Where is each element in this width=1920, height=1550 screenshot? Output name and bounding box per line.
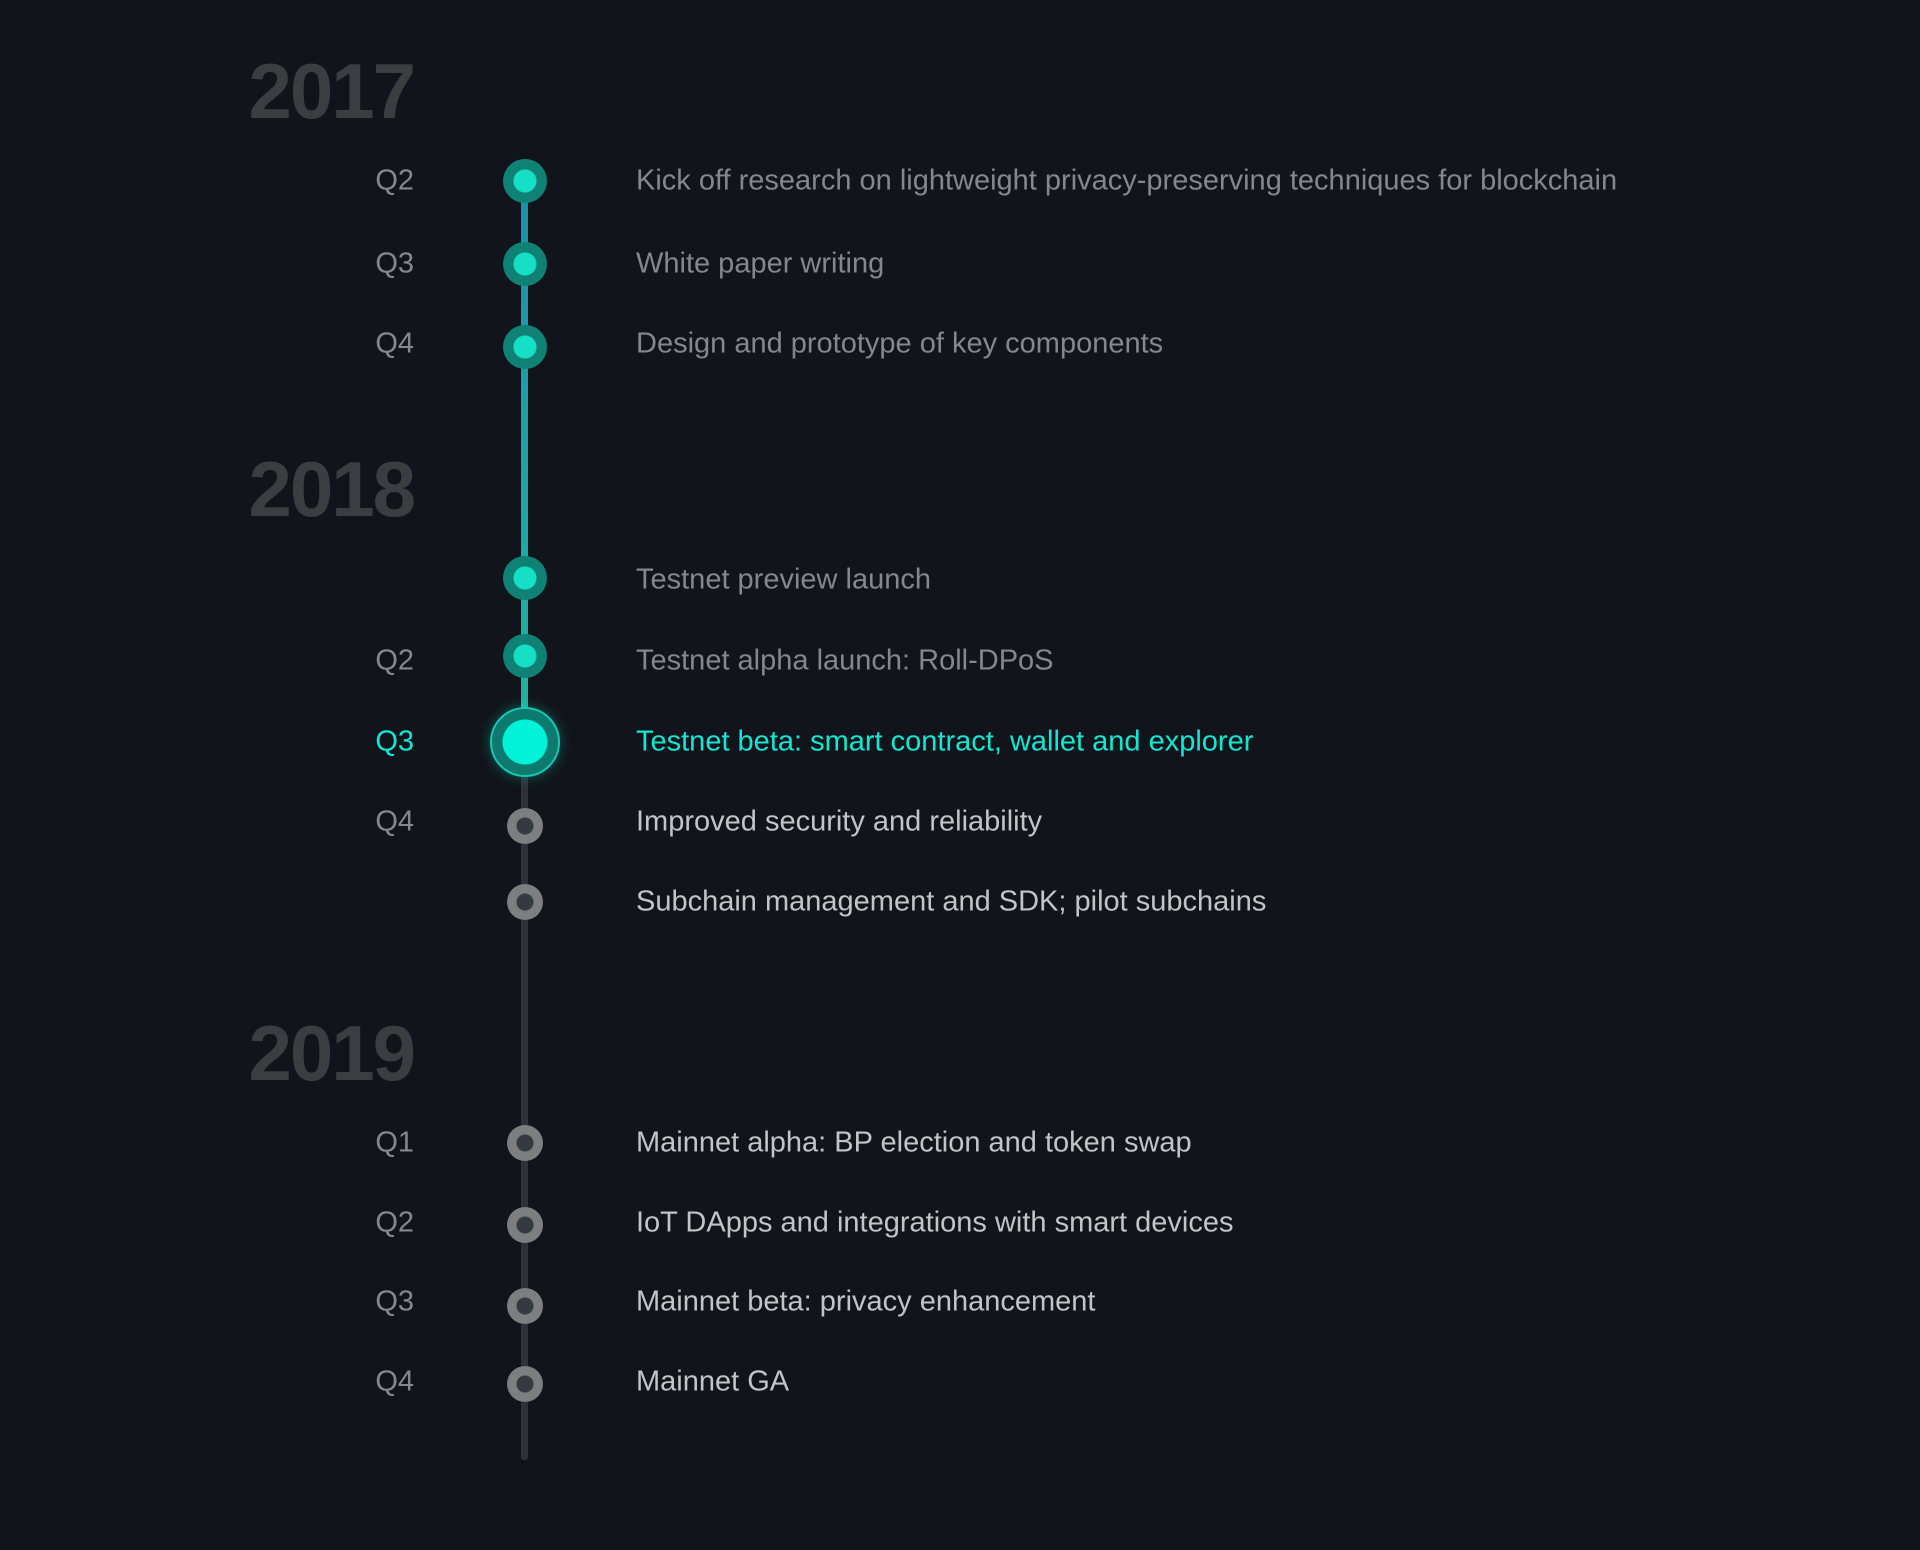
- milestone-dot: [506, 1207, 543, 1243]
- quarter-label: Q4: [375, 805, 414, 838]
- quarter-label: Q1: [375, 1126, 414, 1159]
- milestone-dot: [506, 808, 543, 844]
- milestone-label: Mainnet beta: privacy enhancement: [636, 1285, 1096, 1318]
- milestone-dot: [506, 1288, 543, 1324]
- milestone-dot: [506, 1125, 543, 1161]
- quarter-label: Q4: [375, 327, 414, 360]
- milestone-label: IoT DApps and integrations with smart de…: [636, 1206, 1234, 1239]
- milestone-label: Improved security and reliability: [636, 805, 1043, 838]
- quarter-label: Q2: [375, 1206, 414, 1239]
- milestone-dot: [506, 1366, 543, 1402]
- milestone-label: Testnet beta: smart contract, wallet and…: [636, 725, 1254, 758]
- quarter-label: Q3: [375, 247, 414, 280]
- milestone-label: Kick off research on lightweight privacy…: [636, 164, 1618, 197]
- year-heading: 2017: [248, 47, 416, 135]
- milestone-dot: [502, 325, 547, 369]
- milestone-dot: [502, 634, 547, 678]
- timeline-rail-completed: [521, 180, 528, 740]
- milestone-dot: [502, 556, 547, 600]
- milestone-label: Design and prototype of key components: [636, 327, 1164, 360]
- timeline-rail-upcoming: [521, 740, 528, 1460]
- quarter-label: Q2: [375, 164, 414, 197]
- year-heading: 2018: [248, 445, 416, 533]
- milestone-dot: [502, 242, 547, 286]
- milestone-label: Subchain management and SDK; pilot subch…: [636, 885, 1267, 918]
- quarter-label: Q3: [375, 1285, 414, 1318]
- milestone-label: White paper writing: [636, 247, 885, 280]
- milestone-label: Mainnet alpha: BP election and token swa…: [636, 1126, 1192, 1159]
- quarter-label: Q2: [375, 644, 414, 677]
- milestone-label: Testnet preview launch: [636, 563, 931, 596]
- milestone-dot: [502, 159, 547, 203]
- milestone-label: Testnet alpha launch: Roll-DPoS: [636, 644, 1054, 677]
- quarter-label: Q4: [375, 1365, 414, 1398]
- milestone-dot: [489, 707, 560, 777]
- milestone-dot: [506, 884, 543, 920]
- milestone-label: Mainnet GA: [636, 1365, 790, 1398]
- year-heading: 2019: [248, 1009, 416, 1097]
- quarter-label: Q3: [375, 725, 414, 758]
